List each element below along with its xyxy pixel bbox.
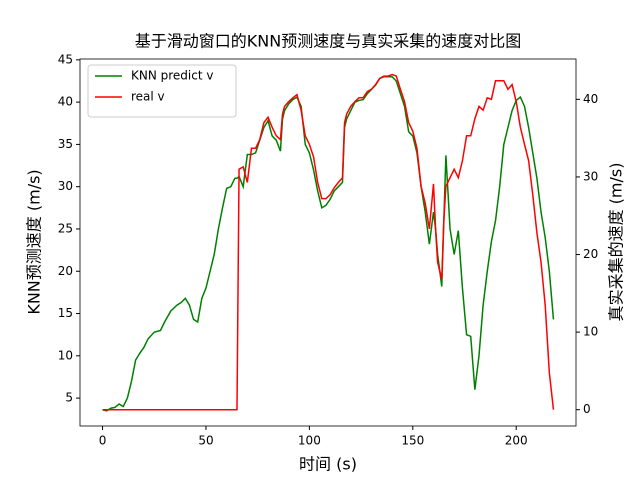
y2-axis-label: 真实采集的速度 (m/s) (607, 163, 626, 322)
y2-tick-label: 20 (583, 247, 598, 261)
data-line (102, 73, 555, 411)
y2-tick-label: 10 (583, 325, 598, 339)
x-tick-label: 50 (198, 434, 213, 448)
y2-tick-label: 30 (583, 169, 598, 183)
y2-tick-label: 40 (583, 92, 598, 106)
x-tick-label: 0 (99, 434, 107, 448)
y-tick-label: 35 (58, 137, 73, 151)
y-tick-label: 20 (58, 264, 73, 278)
plot-frame (79, 58, 577, 427)
y-axis-label: KNN预测速度 (m/s) (25, 169, 44, 314)
legend-label: KNN predict v (131, 69, 213, 83)
x-tick-label: 200 (505, 434, 528, 448)
y2-tick-label: 0 (583, 402, 591, 416)
x-tick-label: 150 (401, 434, 424, 448)
y-tick-label: 30 (58, 179, 73, 193)
legend-box (87, 64, 237, 118)
x-axis-label: 时间 (s) (299, 455, 357, 474)
y-tick-label: 15 (58, 306, 73, 320)
y-tick-label: 5 (65, 391, 73, 405)
y-tick-label: 45 (58, 52, 73, 66)
y-tick-label: 25 (58, 221, 73, 235)
y-tick-label: 10 (58, 348, 73, 362)
x-tick-label: 100 (298, 434, 321, 448)
data-line (102, 76, 555, 412)
chart-title: 基于滑动窗口的KNN预测速度与真实采集的速度对比图 (135, 32, 521, 51)
y-tick-label: 40 (58, 95, 73, 109)
legend-label: real v (131, 90, 165, 104)
